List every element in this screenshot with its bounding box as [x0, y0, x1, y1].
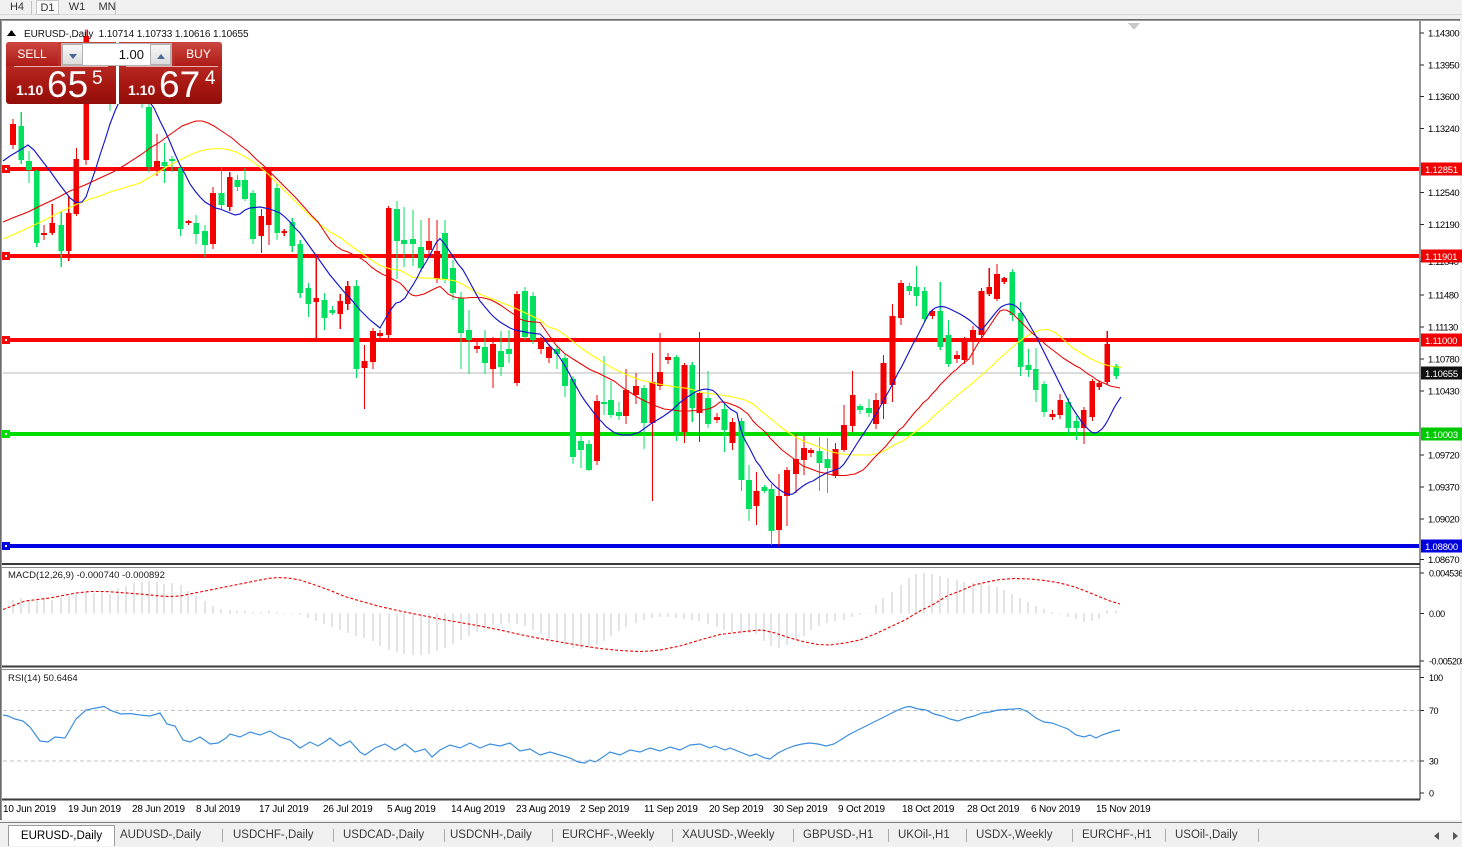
- svg-text:9 Oct 2019: 9 Oct 2019: [838, 804, 886, 815]
- svg-text:18 Oct 2019: 18 Oct 2019: [902, 804, 955, 815]
- svg-text:1.10780: 1.10780: [1428, 355, 1459, 366]
- svg-text:1.09020: 1.09020: [1428, 515, 1459, 526]
- svg-text:100: 100: [1429, 673, 1443, 683]
- svg-text:70: 70: [1429, 706, 1439, 716]
- svg-text:1.13240: 1.13240: [1428, 124, 1459, 135]
- svg-text:30 Sep 2019: 30 Sep 2019: [773, 804, 828, 815]
- svg-text:1.10430: 1.10430: [1428, 387, 1459, 398]
- svg-text:17 Jul 2019: 17 Jul 2019: [259, 804, 309, 815]
- svg-text:1.11000: 1.11000: [1425, 336, 1457, 347]
- svg-text:10 Jun 2019: 10 Jun 2019: [3, 804, 56, 815]
- svg-text:1.08800: 1.08800: [1425, 542, 1458, 553]
- svg-text:28 Jun 2019: 28 Jun 2019: [132, 804, 185, 815]
- svg-text:30: 30: [1429, 757, 1439, 767]
- svg-text:1.12540: 1.12540: [1428, 188, 1459, 199]
- svg-text:0: 0: [1429, 789, 1434, 799]
- svg-text:1.12851: 1.12851: [1425, 165, 1458, 176]
- svg-text:26 Jul 2019: 26 Jul 2019: [323, 804, 373, 815]
- svg-text:1.12190: 1.12190: [1428, 220, 1459, 231]
- svg-text:MACD(12,26,9) -0.000740 -0.000: MACD(12,26,9) -0.000740 -0.000892: [8, 570, 165, 581]
- svg-text:-0.0052056: -0.0052056: [1429, 657, 1462, 667]
- svg-text:1.11901: 1.11901: [1425, 252, 1457, 263]
- svg-text:RSI(14) 50.6464: RSI(14) 50.6464: [8, 673, 78, 684]
- svg-text:23 Aug 2019: 23 Aug 2019: [516, 804, 571, 815]
- svg-text:15 Nov 2019: 15 Nov 2019: [1096, 804, 1151, 815]
- svg-text:28 Oct 2019: 28 Oct 2019: [967, 804, 1020, 815]
- svg-text:1.11480: 1.11480: [1428, 291, 1459, 302]
- svg-text:20 Sep 2019: 20 Sep 2019: [709, 804, 764, 815]
- svg-text:0.004536: 0.004536: [1429, 569, 1462, 579]
- svg-text:1.13950: 1.13950: [1428, 61, 1459, 72]
- svg-text:1.13600: 1.13600: [1428, 92, 1459, 103]
- svg-text:19 Jun 2019: 19 Jun 2019: [68, 804, 121, 815]
- svg-text:6 Nov 2019: 6 Nov 2019: [1031, 804, 1081, 815]
- svg-text:11 Sep 2019: 11 Sep 2019: [644, 804, 698, 815]
- svg-text:1.14300: 1.14300: [1428, 29, 1459, 40]
- svg-text:1.09370: 1.09370: [1428, 483, 1459, 494]
- svg-text:1.08670: 1.08670: [1428, 555, 1459, 566]
- svg-text:1.10003: 1.10003: [1425, 430, 1458, 441]
- svg-text:1.11130: 1.11130: [1428, 323, 1458, 334]
- svg-text:1.10655: 1.10655: [1425, 369, 1458, 380]
- svg-text:1.09720: 1.09720: [1428, 451, 1459, 462]
- svg-text:8 Jul 2019: 8 Jul 2019: [196, 804, 241, 815]
- svg-text:EURUSD-,Daily 1.10714 1.10733: EURUSD-,Daily 1.10714 1.10733 1.10616 1.…: [24, 29, 249, 40]
- svg-text:2 Sep 2019: 2 Sep 2019: [580, 804, 630, 815]
- svg-text:5 Aug 2019: 5 Aug 2019: [387, 804, 436, 815]
- svg-text:14 Aug 2019: 14 Aug 2019: [451, 804, 506, 815]
- svg-text:0.00: 0.00: [1429, 609, 1445, 619]
